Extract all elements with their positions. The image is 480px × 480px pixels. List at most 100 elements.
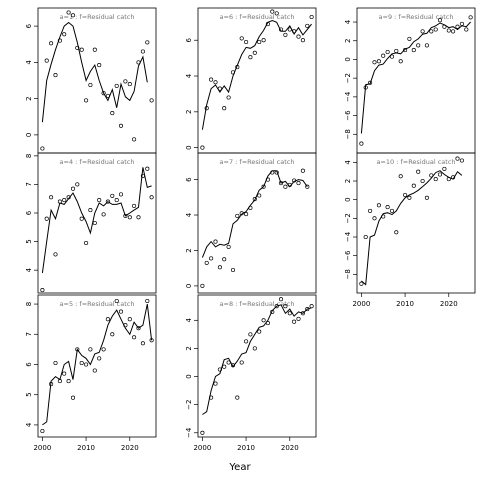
observed-point: [278, 297, 284, 302]
observed-point: [270, 9, 275, 14]
observed-point: [127, 215, 132, 220]
observed-point: [429, 29, 434, 34]
observed-point: [359, 281, 364, 286]
observed-point: [239, 36, 244, 41]
observed-point: [244, 339, 249, 344]
observed-point: [283, 184, 288, 189]
observed-point: [213, 239, 218, 244]
observed-point: [416, 169, 421, 174]
observed-point: [101, 91, 106, 96]
y-tick-label: −2: [344, 73, 352, 83]
observed-point: [149, 338, 154, 343]
panel-frame: [37, 294, 157, 438]
observed-point: [407, 195, 412, 200]
observed-point: [287, 311, 292, 316]
panel-strip-label: a=6 : f=Residual catch: [220, 13, 295, 21]
observed-point: [145, 298, 150, 304]
panel-strip-label: a=7 : f=Residual catch: [220, 158, 295, 166]
x-tick-label: 2020: [121, 444, 139, 452]
observed-point: [97, 63, 102, 68]
observed-point: [70, 395, 76, 400]
observed-point: [305, 184, 310, 189]
observed-point: [244, 212, 249, 217]
observed-point: [305, 307, 310, 312]
observed-point: [88, 82, 93, 88]
observed-point: [468, 15, 473, 20]
observed-point: [274, 170, 279, 175]
observed-point: [57, 38, 62, 43]
y-tick-label: −4: [344, 91, 352, 102]
observed-point: [40, 428, 45, 434]
observed-point: [132, 203, 137, 208]
y-tick-label: 7: [25, 182, 33, 186]
observed-point: [261, 184, 266, 189]
panel-frame: [356, 152, 476, 294]
y-tick-label: 2: [25, 96, 33, 100]
observed-point: [411, 183, 416, 188]
observed-point: [105, 317, 110, 322]
observed-point: [248, 205, 253, 210]
observed-point: [235, 65, 240, 70]
y-tick-label: 4: [185, 318, 193, 323]
observed-point: [398, 59, 403, 64]
observed-point: [230, 363, 236, 368]
y-tick-label: 8: [25, 154, 33, 158]
observed-point: [230, 70, 236, 75]
observed-point: [79, 47, 84, 52]
observed-point: [244, 39, 249, 45]
observed-point: [209, 395, 214, 400]
observed-point: [433, 27, 438, 32]
observed-point: [132, 335, 137, 340]
observed-point: [200, 145, 205, 150]
panel-frame: [197, 294, 317, 438]
observed-point: [200, 430, 205, 435]
observed-point: [44, 58, 49, 63]
y-tick-label: 0: [185, 374, 193, 378]
observed-point: [114, 83, 119, 88]
observed-point: [446, 28, 451, 33]
observed-point: [305, 23, 310, 28]
observed-point: [278, 181, 284, 186]
observed-point: [372, 216, 377, 221]
observed-point: [376, 203, 381, 208]
observed-point: [368, 80, 373, 85]
observed-point: [437, 172, 443, 177]
y-tick-label: 6: [25, 23, 33, 28]
observed-point: [394, 48, 399, 54]
y-tick-label: 6: [25, 210, 33, 215]
observed-point: [442, 24, 447, 29]
observed-point: [110, 193, 115, 198]
y-tick-label: 2: [185, 248, 193, 252]
observed-point: [217, 265, 222, 270]
y-tick-label: 4: [25, 60, 33, 65]
observed-point: [222, 106, 227, 111]
observed-point: [118, 309, 124, 314]
observed-point: [84, 240, 89, 246]
observed-point: [145, 40, 150, 45]
y-tick-label: 2: [185, 110, 193, 114]
y-tick-label: −2: [344, 213, 352, 223]
observed-point: [363, 85, 368, 90]
observed-point: [110, 111, 115, 116]
y-tick-label: −4: [344, 231, 352, 242]
x-tick-label: 2000: [352, 300, 370, 308]
observed-point: [261, 38, 266, 43]
x-tick-label: 2000: [193, 444, 211, 452]
observed-point: [424, 43, 429, 48]
observed-point: [359, 141, 364, 146]
fitted-line: [361, 170, 463, 286]
observed-point: [230, 267, 236, 273]
fitted-line: [202, 304, 312, 415]
observed-point: [79, 216, 84, 221]
observed-point: [437, 18, 443, 23]
y-tick-label: 0: [185, 284, 193, 288]
observed-point: [79, 360, 84, 366]
panel-strip-label: a=5 : f=Residual catch: [60, 300, 135, 308]
panel-6: a=8 : f=Residual catch −4 −2 0 2 4 2000 2010 202…: [185, 294, 317, 452]
y-tick-label: −8: [344, 269, 352, 279]
observed-point: [278, 27, 284, 32]
observed-point: [114, 298, 119, 304]
x-tick-label: 2010: [396, 300, 414, 308]
y-tick-label: 4: [25, 267, 33, 272]
observed-point: [257, 329, 262, 334]
